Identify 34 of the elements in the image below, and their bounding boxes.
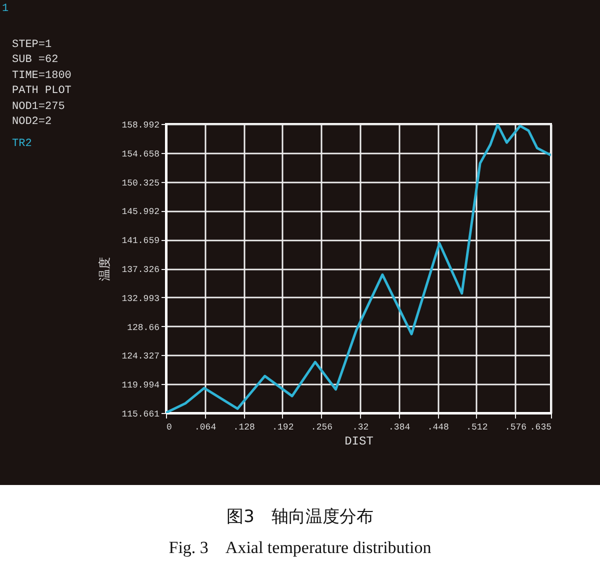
y-tick-label: 150.325	[122, 178, 160, 188]
text: PATH PLOT	[12, 84, 72, 99]
x-tick-label: .448	[427, 422, 449, 432]
x-tick-label: .635	[530, 422, 552, 432]
x-tick-label: .256	[310, 422, 333, 432]
text: SUB =62	[12, 53, 60, 68]
text: STEP=1	[12, 38, 53, 52]
x-tick-label: .384	[388, 422, 410, 432]
x-tick-label: .576	[504, 422, 527, 432]
x-tick-label: .32	[352, 422, 369, 432]
x-axis-title: DIST	[344, 434, 374, 448]
text: NOD1=275	[12, 100, 66, 114]
y-tick-label: 124.327	[122, 352, 160, 362]
text: Fig. 3 Axial temperature distribution	[168, 537, 432, 559]
y-tick-label: 158.992	[122, 120, 160, 130]
text: 图3 轴向温度分布	[226, 506, 374, 528]
y-tick-label: 154.658	[122, 149, 160, 160]
text: 1	[2, 2, 10, 17]
text: TIME=1800	[12, 68, 72, 84]
y-tick-label: 141.659	[122, 236, 160, 246]
y-axis-title: 温度	[98, 257, 112, 281]
y-tick-label: 119.994	[122, 380, 160, 391]
y-tick-label: 137.326	[122, 265, 160, 276]
text: TR2	[12, 138, 32, 150]
x-tick-label: .192	[272, 422, 294, 432]
x-tick-label: .512	[466, 422, 488, 432]
y-tick-label: 115.661	[122, 410, 160, 420]
x-tick-label: .064	[194, 422, 216, 432]
x-tick-label: .128	[233, 422, 255, 432]
text: NOD2=2	[12, 115, 53, 130]
x-tick-label: 0	[166, 422, 172, 432]
y-tick-label: 145.992	[122, 207, 160, 218]
y-tick-label: 132.993	[122, 294, 160, 304]
y-tick-label: 128.66	[127, 322, 160, 333]
